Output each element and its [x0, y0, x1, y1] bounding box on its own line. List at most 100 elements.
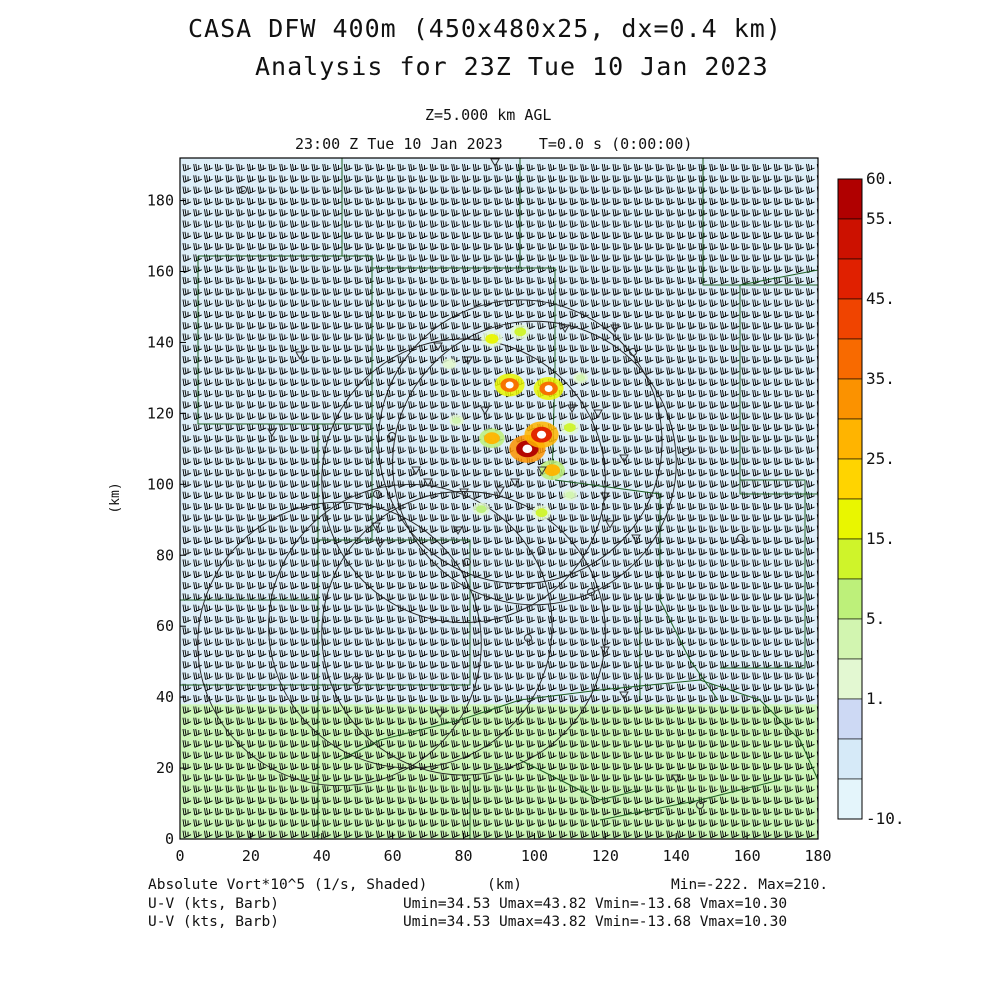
colorbar-swatch-2 [837, 258, 863, 300]
y-tick-label-0: 0 [165, 830, 174, 848]
colorbar-swatch-14 [837, 738, 863, 780]
station-marker-6 [537, 546, 545, 554]
x-tick-label-3: 60 [384, 847, 402, 865]
station-marker-1 [629, 348, 637, 356]
vorticity-cell-12 [535, 508, 548, 518]
vorticity-core-0 [522, 444, 533, 454]
colorbar-label-6: 5. [866, 609, 885, 628]
vorticity-cell-10 [575, 374, 586, 382]
x-tick-label-8: 160 [734, 847, 761, 865]
county-line-14 [519, 759, 641, 801]
x-tick-label-0: 0 [175, 847, 184, 865]
y-axis-label: (km) [108, 482, 123, 513]
barb-label-2: U-V (kts, Barb) [148, 914, 279, 930]
site-marker-16 [600, 492, 610, 502]
vorticity-cell-6 [485, 333, 499, 344]
field-label: Absolute Vort*10^5 (1/s, Shaded) [148, 877, 428, 893]
site-marker-26 [537, 466, 547, 476]
vorticity-cell-14 [565, 491, 575, 499]
colorbar-label-4: 25. [866, 449, 895, 468]
county-line-4 [372, 267, 556, 481]
colorbar-label-2: 45. [866, 289, 895, 308]
colorbar-swatch-4 [837, 338, 863, 380]
y-tick-label-2: 40 [156, 688, 174, 706]
site-marker-17 [605, 520, 615, 530]
y-tick-label-8: 160 [147, 263, 174, 281]
county-line-11 [180, 684, 319, 839]
chart-subtitle: Analysis for 23Z Tue 10 Jan 2023 [255, 52, 769, 81]
county-line-8 [710, 284, 818, 495]
colorbar-swatch-5 [837, 378, 863, 420]
county-line-2 [702, 158, 818, 286]
county-line-12 [519, 679, 818, 781]
vorticity-core-1 [536, 430, 547, 439]
vorticity-core-3 [544, 385, 553, 392]
colorbar-swatch-11 [837, 618, 863, 660]
colorbar-swatch-13 [837, 698, 863, 740]
plot-frame [179, 157, 819, 840]
station-marker-10 [696, 801, 704, 809]
colorbar-swatch-7 [837, 458, 863, 500]
site-marker-18 [631, 534, 641, 544]
station-marker-7 [463, 558, 471, 566]
county-line-18 [599, 779, 781, 821]
colorbar-label-7: 1. [866, 689, 885, 708]
barb-stats-1: Umin=34.53 Umax=43.82 Vmin=-13.68 Vmax=1… [403, 896, 788, 912]
county-line-9 [720, 479, 806, 669]
chart-title: CASA DFW 400m (450x480x25, dx=0.4 km) [188, 14, 782, 43]
site-marker-2 [463, 356, 473, 366]
x-unit-label: (km) [487, 877, 522, 893]
colorbar-swatch-12 [837, 658, 863, 700]
vorticity-cell-8 [564, 423, 576, 432]
y-tick-label-6: 120 [147, 404, 174, 422]
radar-range-ring-1 [392, 320, 677, 606]
background-band-0 [180, 704, 818, 839]
barb-label-1: U-V (kts, Barb) [148, 896, 279, 912]
x-tick-label-5: 100 [521, 847, 548, 865]
y-tick-label-3: 60 [156, 617, 174, 635]
site-marker-22 [600, 646, 610, 656]
colorbar-frame [837, 178, 863, 820]
x-tick-label-2: 40 [313, 847, 331, 865]
site-marker-25 [671, 774, 681, 784]
site-marker-14 [495, 486, 505, 496]
colorbar-label-3: 35. [866, 369, 895, 388]
county-line-15 [739, 269, 818, 286]
site-marker-15 [510, 478, 520, 488]
station-marker-2 [388, 432, 396, 440]
colorbar-swatch-15 [837, 778, 863, 820]
site-marker-19 [371, 522, 381, 532]
colorbar-swatch-3 [837, 298, 863, 340]
site-marker-5 [480, 406, 490, 416]
y-tick-label-9: 180 [147, 192, 174, 210]
radar-range-ring-5 [378, 299, 663, 584]
x-tick-label-1: 20 [242, 847, 260, 865]
y-tick-label-7: 140 [147, 333, 174, 351]
x-tick-label-4: 80 [455, 847, 473, 865]
level-label: Z=5.000 km AGL [425, 106, 552, 124]
site-marker-0 [490, 158, 500, 168]
colorbar-swatch-6 [837, 418, 863, 460]
x-tick-label-7: 140 [663, 847, 690, 865]
colorbar-label-8: -10. [866, 809, 905, 828]
county-line-10 [317, 539, 471, 686]
colorbar-label-1: 55. [866, 209, 895, 228]
y-tick-label-5: 100 [147, 475, 174, 493]
vorticity-cell-9 [451, 417, 462, 424]
colorbar-swatch-10 [837, 578, 863, 620]
site-marker-12 [423, 478, 433, 488]
site-marker-1 [433, 342, 443, 352]
site-marker-9 [593, 409, 603, 419]
y-tick-label-4: 80 [156, 546, 174, 564]
colorbar-label-5: 15. [866, 529, 895, 548]
radar-range-ring-0 [321, 338, 606, 623]
station-marker-11 [587, 588, 595, 596]
site-marker-6 [560, 324, 570, 334]
site-marker-20 [375, 539, 385, 549]
station-marker-3 [373, 490, 381, 498]
station-marker-4 [682, 448, 690, 456]
site-marker-8 [567, 404, 577, 414]
vorticity-cell-4 [484, 432, 500, 445]
colorbar-swatch-9 [837, 538, 863, 580]
colorbar-swatch-8 [837, 498, 863, 540]
